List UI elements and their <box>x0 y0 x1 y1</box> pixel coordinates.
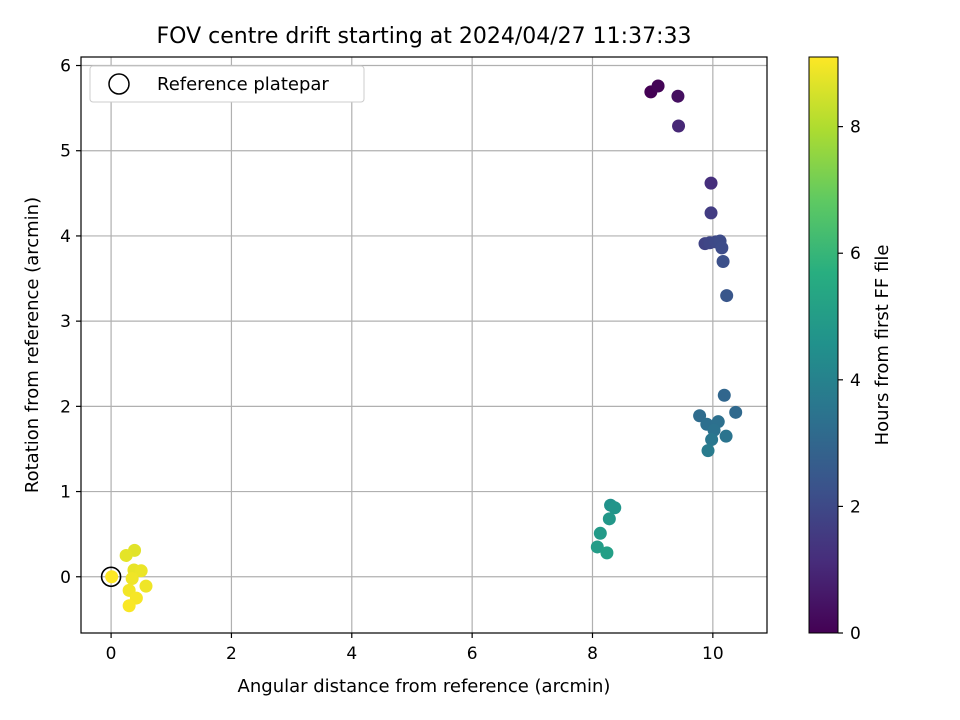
y-tick-label: 1 <box>60 483 71 503</box>
legend-box <box>89 65 365 103</box>
scatter-point <box>125 571 139 585</box>
scatter-point <box>119 548 133 562</box>
y-tick-label: 0 <box>60 568 71 588</box>
plot-area-frame <box>80 56 768 634</box>
scatter-point <box>704 176 718 190</box>
colorbar-gradient <box>808 56 839 634</box>
grid-lines <box>81 57 767 633</box>
scatter-point <box>705 433 719 447</box>
colorbar-tick-label: 8 <box>850 118 861 138</box>
scatter-point <box>590 540 604 554</box>
data-points <box>100 79 743 613</box>
scatter-point <box>600 546 614 560</box>
y-tick-label: 5 <box>60 142 71 162</box>
x-axis-ticks: 0 2 4 6 8 10 <box>106 633 724 664</box>
colorbar-tick-label: 0 <box>850 624 861 644</box>
x-tick-label: 8 <box>587 644 598 664</box>
scatter-point <box>693 409 707 423</box>
scatter-point <box>672 119 686 133</box>
scatter-point <box>593 526 607 540</box>
scatter-point <box>139 579 153 593</box>
y-axis-label: Rotation from reference (arcmin) <box>22 197 43 493</box>
scatter-point <box>608 501 622 515</box>
x-tick-label: 10 <box>702 644 724 664</box>
x-tick-label: 4 <box>346 644 357 664</box>
scatter-point <box>719 429 733 443</box>
scatter-point <box>651 79 665 93</box>
legend-marker-icon <box>108 73 130 95</box>
legend-entry-label: Reference platepar <box>157 74 329 95</box>
scatter-point <box>134 564 148 578</box>
scatter-point <box>717 388 731 402</box>
scatter-point <box>729 405 743 419</box>
y-axis-ticks: 0 1 2 3 4 5 6 <box>60 57 81 588</box>
x-tick-label: 2 <box>226 644 237 664</box>
y-tick-label: 3 <box>60 312 71 332</box>
x-tick-label: 6 <box>467 644 478 664</box>
x-axis-label: Angular distance from reference (arcmin) <box>238 676 611 697</box>
y-tick-label: 6 <box>60 57 71 77</box>
y-tick-label: 2 <box>60 397 71 417</box>
y-tick-label: 4 <box>60 227 71 247</box>
scatter-point <box>720 289 734 303</box>
scatter-point <box>716 254 730 268</box>
scatter-point <box>715 241 729 255</box>
scatter-point <box>701 444 715 458</box>
x-tick-label: 0 <box>106 644 117 664</box>
scatter-point <box>602 512 616 526</box>
colorbar-label: Hours from first FF file <box>872 245 893 446</box>
scatter-point <box>122 599 136 613</box>
colorbar-tick-label: 6 <box>850 244 861 264</box>
legend: Reference platepar <box>89 65 365 103</box>
scatter-point <box>704 206 718 220</box>
chart-title: FOV centre drift starting at 2024/04/27 … <box>157 24 692 49</box>
scatter-point <box>105 570 119 584</box>
colorbar-ticks: 0 2 4 6 8 <box>838 118 861 644</box>
reference-platepar-marker <box>100 566 122 588</box>
colorbar-tick-label: 4 <box>850 371 861 391</box>
scatter-point <box>671 89 685 103</box>
colorbar-tick-label: 2 <box>850 497 861 517</box>
colorbar: 0 2 4 6 8 Hours from first FF file <box>808 56 893 644</box>
